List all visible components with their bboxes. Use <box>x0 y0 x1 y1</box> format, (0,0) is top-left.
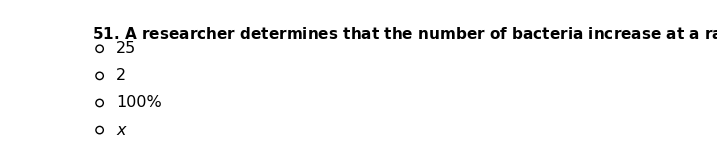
Text: $x$: $x$ <box>116 123 128 138</box>
Text: 51. A researcher determines that the number of bacteria increase at a rate model: 51. A researcher determines that the num… <box>92 25 717 45</box>
Text: 100%: 100% <box>116 96 162 110</box>
Text: 2: 2 <box>116 68 126 83</box>
Text: 25: 25 <box>116 41 136 56</box>
